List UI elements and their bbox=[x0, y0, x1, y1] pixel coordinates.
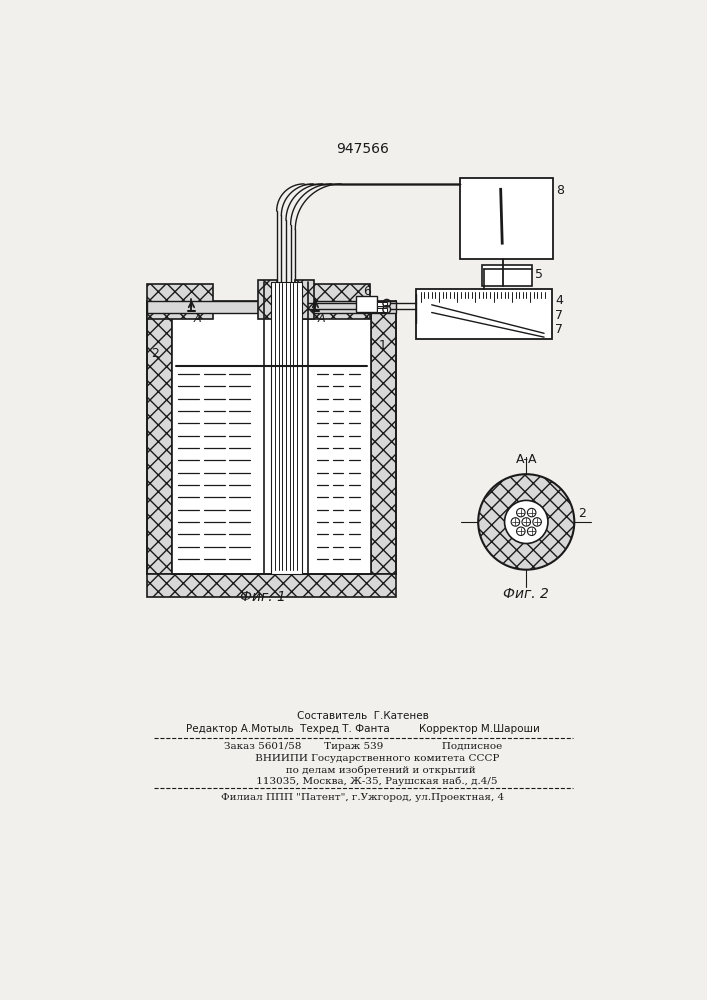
Circle shape bbox=[527, 508, 536, 517]
Text: А-А: А-А bbox=[515, 453, 537, 466]
Bar bbox=[147, 284, 213, 319]
Bar bbox=[378, 308, 387, 312]
Bar bbox=[416, 289, 552, 339]
Bar bbox=[147, 301, 172, 574]
Circle shape bbox=[533, 518, 542, 526]
Text: Фиг. 1: Фиг. 1 bbox=[240, 590, 286, 604]
Text: 947566: 947566 bbox=[337, 142, 389, 156]
Circle shape bbox=[527, 527, 536, 536]
Text: 7: 7 bbox=[555, 309, 563, 322]
Bar bbox=[482, 265, 532, 286]
Bar bbox=[296, 280, 314, 319]
Text: ВНИИПИ Государственного комитета СССР: ВНИИПИ Государственного комитета СССР bbox=[226, 754, 499, 763]
Bar bbox=[378, 302, 387, 306]
Circle shape bbox=[478, 474, 574, 570]
Text: 7: 7 bbox=[555, 323, 563, 336]
Text: 113035, Москва, Ж-35, Раушская наб., д.4/5: 113035, Москва, Ж-35, Раушская наб., д.4… bbox=[228, 776, 498, 786]
Bar bbox=[356, 296, 378, 312]
Text: Фиг. 2: Фиг. 2 bbox=[503, 587, 549, 601]
Text: А: А bbox=[317, 314, 325, 324]
Bar bbox=[147, 301, 396, 313]
Text: по делам изобретений и открытий: по делам изобретений и открытий bbox=[250, 765, 476, 775]
Bar bbox=[147, 574, 396, 597]
Text: Редактор А.Мотыль  Техред Т. Фанта         Корректор М.Шароши: Редактор А.Мотыль Техред Т. Фанта Коррек… bbox=[186, 724, 539, 734]
Text: А: А bbox=[194, 314, 201, 324]
Bar bbox=[258, 280, 276, 319]
Text: 1: 1 bbox=[379, 339, 387, 352]
Text: 2: 2 bbox=[151, 347, 159, 360]
Bar bbox=[271, 282, 301, 574]
Text: Составитель  Г.Катенев: Составитель Г.Катенев bbox=[297, 711, 428, 721]
Text: Филиал ППП "Патент", г.Ужгород, ул.Проектная, 4: Филиал ППП "Патент", г.Ужгород, ул.Проек… bbox=[221, 793, 504, 802]
Circle shape bbox=[505, 500, 548, 544]
Text: Заказ 5601/58       Тираж 539                  Подписное: Заказ 5601/58 Тираж 539 Подписное bbox=[223, 742, 502, 751]
Text: 8: 8 bbox=[556, 184, 563, 197]
Text: 3: 3 bbox=[264, 282, 272, 295]
Bar bbox=[371, 301, 396, 574]
Circle shape bbox=[517, 508, 525, 517]
Circle shape bbox=[511, 518, 520, 526]
Circle shape bbox=[517, 527, 525, 536]
Bar bbox=[460, 178, 554, 259]
Text: 4: 4 bbox=[555, 294, 563, 307]
Text: 2: 2 bbox=[578, 507, 586, 520]
Text: 5: 5 bbox=[534, 268, 543, 281]
Text: 6: 6 bbox=[363, 285, 370, 298]
Bar bbox=[172, 301, 371, 574]
Circle shape bbox=[522, 518, 530, 526]
Bar bbox=[300, 284, 370, 319]
